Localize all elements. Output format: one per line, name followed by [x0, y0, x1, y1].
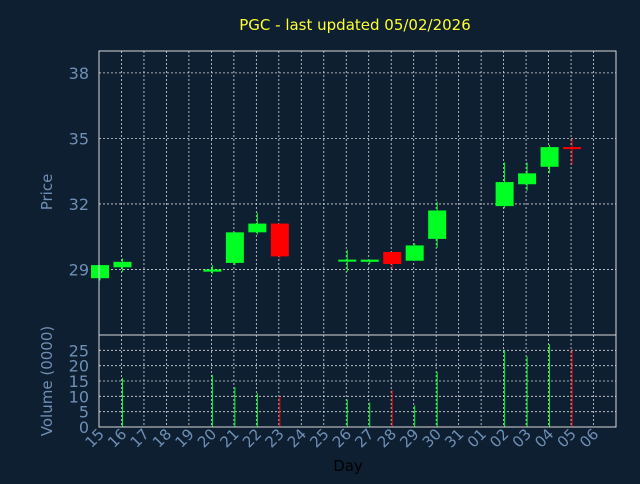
price-tick-label: 29	[69, 260, 89, 279]
candle-body	[360, 259, 379, 262]
candle-body	[518, 173, 537, 185]
x-tick-label: 06	[576, 425, 602, 451]
price-tick-labels: 29 32 35 38	[69, 64, 89, 280]
volume-tick-label: 15	[69, 372, 89, 391]
volume-tick-label: 5	[79, 403, 89, 422]
candle-body	[338, 259, 357, 262]
x-axis-label: Day	[333, 457, 363, 475]
price-grid	[99, 51, 616, 335]
volume-tick-label: 20	[69, 357, 89, 376]
candle-body	[563, 147, 582, 150]
x-tick-labels: 1516171819202122232425262728293031010203…	[82, 425, 603, 451]
chart-title: PGC - last updated 05/02/2026	[239, 16, 471, 34]
candle-body	[383, 251, 402, 264]
candle-body	[495, 182, 514, 207]
candle-body	[248, 223, 267, 233]
candle-body	[91, 265, 109, 279]
candle-body	[113, 261, 132, 268]
volume-tick-label: 10	[69, 387, 89, 406]
price-tick-label: 32	[69, 195, 89, 214]
volume-panel-frame	[98, 334, 617, 428]
price-tick-label: 38	[69, 64, 89, 83]
volume-tick-label: 25	[69, 341, 89, 360]
candle-body	[270, 223, 289, 257]
volume-grid	[99, 335, 616, 427]
candles	[91, 138, 582, 281]
candle-body	[540, 147, 559, 167]
volume-bars	[121, 344, 573, 427]
price-axis-label: Price	[38, 174, 56, 211]
volume-axis-label: Volume (0000)	[38, 326, 56, 436]
candle-body	[428, 210, 447, 239]
candle-body	[203, 269, 222, 272]
volume-tick-label: 0	[79, 418, 89, 437]
price-tick-label: 35	[69, 129, 89, 148]
candle-body	[225, 232, 244, 263]
candle-body	[405, 245, 424, 261]
price-panel-frame	[98, 50, 617, 336]
